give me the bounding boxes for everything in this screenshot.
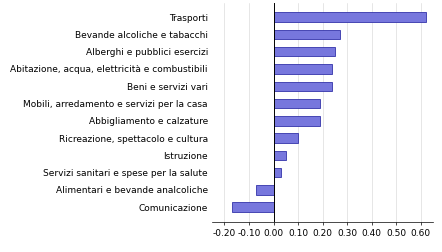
Bar — [274, 47, 335, 56]
Bar — [274, 168, 281, 177]
Bar — [274, 99, 320, 108]
Bar — [274, 150, 286, 160]
Bar — [274, 13, 426, 22]
Bar — [274, 64, 332, 74]
Bar — [274, 133, 298, 143]
Bar — [256, 185, 274, 195]
Bar — [274, 30, 340, 39]
Bar — [274, 81, 332, 91]
Bar — [232, 202, 274, 212]
Bar — [274, 116, 320, 125]
